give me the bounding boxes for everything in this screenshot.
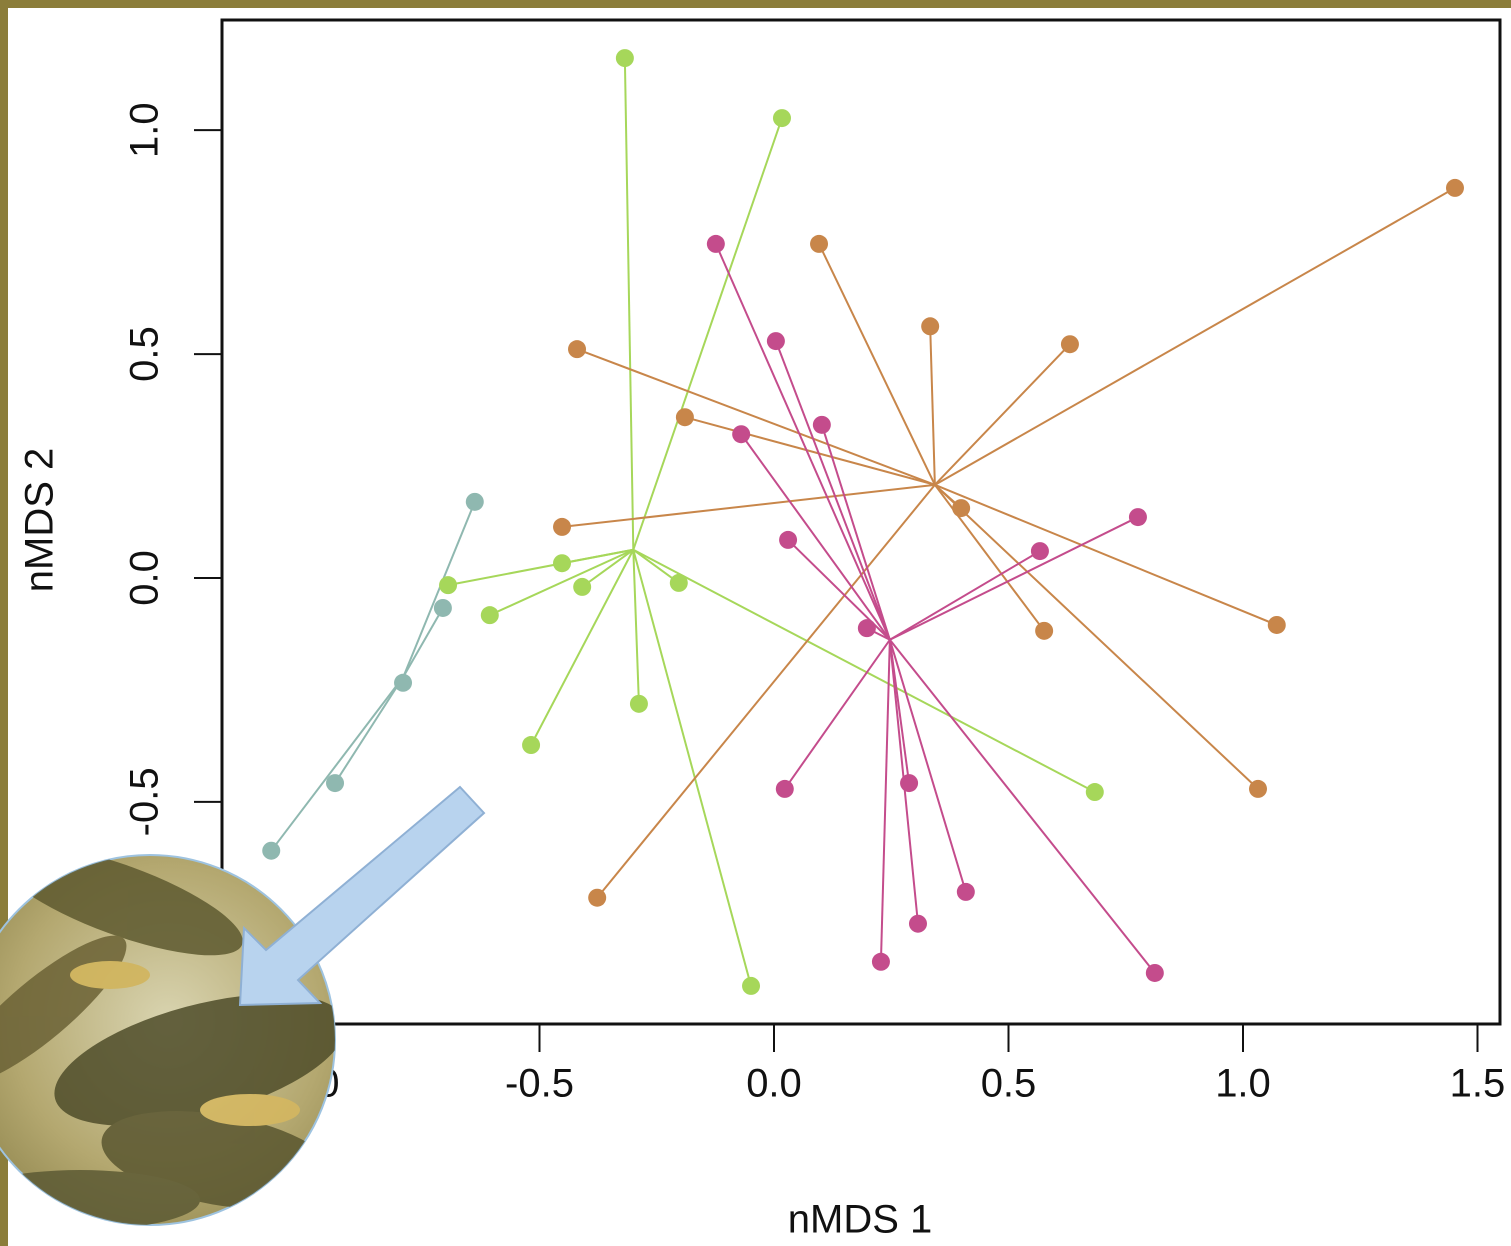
spoke [934,343,1071,486]
spoke [334,675,405,784]
point [262,841,281,860]
spoke [889,639,1156,974]
spoke [889,516,1139,641]
point [810,234,829,253]
spoke [684,416,936,486]
point [480,606,499,625]
spoke [632,548,680,584]
spoke [632,549,640,704]
point [1445,178,1464,197]
point [433,598,452,617]
point [908,914,927,933]
point [615,49,634,68]
point [706,234,725,253]
pointer-arrow [238,785,486,1007]
x-tick-label: 1.0 [1215,1062,1271,1106]
spoke [820,424,891,641]
point [1128,508,1147,527]
spoke [402,501,476,677]
plot: -1.0-0.50.00.51.01.5-0.50.00.51.0 [123,18,1506,1106]
spoke [934,484,1259,790]
spoke [623,58,635,550]
spoke [774,340,891,641]
y-tick-label: -0.5 [123,767,167,836]
spoke [530,549,635,746]
point [732,425,751,444]
point [742,976,761,995]
point [588,888,607,907]
point [1267,615,1286,634]
y-axis-label: nMDS 2 [18,448,62,593]
point [812,415,831,434]
point [394,673,413,692]
spoke [632,549,752,987]
point [568,340,587,359]
point [439,576,458,595]
y-tick-label: 0.5 [123,326,167,382]
plot-frame [220,18,1502,1026]
point [326,774,345,793]
y-tick-label: 1.0 [123,102,167,158]
point [669,573,688,592]
point [766,332,785,351]
spoke [489,548,634,617]
spoke [818,243,936,486]
spoke [632,117,783,551]
x-tick-label: -0.5 [505,1062,574,1106]
x-tick-label: 0.0 [746,1062,802,1106]
point [1085,783,1104,802]
point [857,619,876,638]
spoke [576,348,936,486]
point [522,736,541,755]
spoke [270,675,405,852]
point [779,530,798,549]
spoke [632,548,1096,793]
point [775,779,794,798]
x-tick-label: 0.5 [981,1062,1037,1106]
point [956,882,975,901]
x-tick-label: 1.5 [1450,1062,1506,1106]
spoke [934,187,1456,486]
spoke [879,639,891,962]
spoke [596,484,936,899]
point [465,492,484,511]
x-axis-label: nMDS 1 [788,1198,933,1242]
point [1249,779,1268,798]
point [1060,335,1079,354]
spoke [929,326,936,485]
spoke [740,433,891,641]
point [871,952,890,971]
point [772,109,791,128]
spoke [889,550,1041,641]
point [675,408,694,427]
point [1145,963,1164,982]
spoke [561,483,935,528]
point [553,517,572,536]
point [952,499,971,518]
point [629,694,648,713]
spoke [402,607,444,677]
spoke [934,483,1278,626]
y-tick-label: 0.0 [123,550,167,606]
spoke [783,639,891,790]
spoke [581,548,634,588]
spoke [714,243,891,641]
point [553,554,572,573]
point [921,317,940,336]
point [573,577,592,596]
point [1030,542,1049,561]
spoke [888,639,967,893]
spoke [561,548,634,565]
point [900,774,919,793]
point [1035,621,1054,640]
